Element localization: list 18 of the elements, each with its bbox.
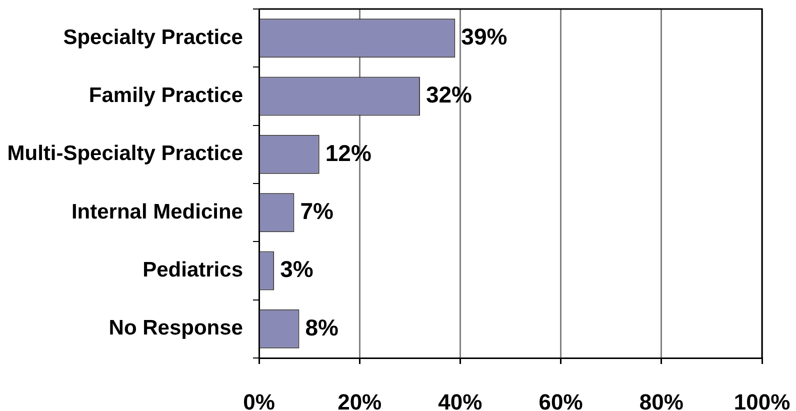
y-tick-label: Multi-Specialty Practice bbox=[7, 142, 243, 166]
y-tick-label: No Response bbox=[108, 316, 243, 340]
y-tick-label: Specialty Practice bbox=[63, 26, 243, 49]
data-label: 7% bbox=[300, 198, 334, 224]
x-tick-label: 60% bbox=[538, 389, 583, 411]
y-tick-label: Pediatrics bbox=[142, 258, 243, 282]
data-label: 39% bbox=[461, 23, 508, 50]
data-label: 8% bbox=[305, 314, 338, 340]
x-tick-label: 80% bbox=[639, 389, 684, 411]
x-tick-label: 40% bbox=[438, 389, 482, 411]
x-tick-label: 0% bbox=[243, 389, 275, 411]
data-label: 3% bbox=[280, 256, 314, 282]
y-tick-label: Internal Medicine bbox=[71, 200, 243, 224]
data-label: 12% bbox=[325, 140, 372, 166]
x-tick-label: 20% bbox=[338, 389, 382, 411]
data-label: 32% bbox=[426, 82, 472, 108]
x-tick-label: 100% bbox=[734, 389, 790, 411]
y-tick-label: Family Practice bbox=[88, 84, 243, 108]
